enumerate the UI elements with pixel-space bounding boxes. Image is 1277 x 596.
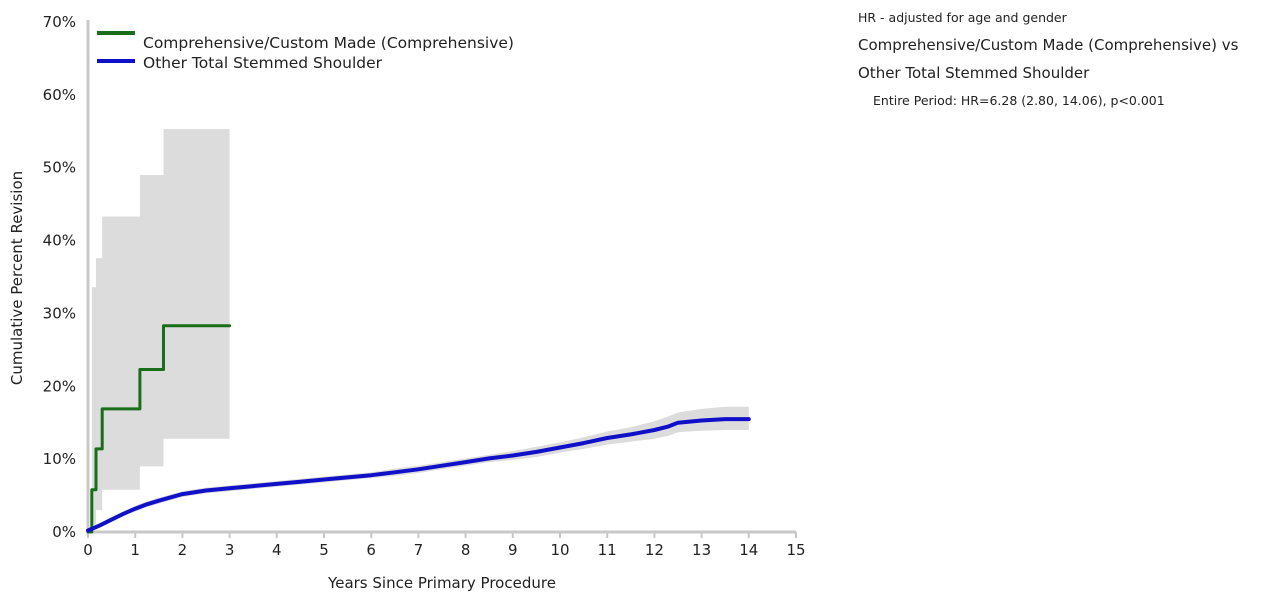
ci-band-comprehensive	[88, 129, 230, 532]
x-tick-label: 15	[786, 541, 805, 559]
x-tick-label: 0	[83, 541, 93, 559]
x-tick-label: 5	[319, 541, 329, 559]
x-tick-label: 6	[366, 541, 376, 559]
hr-title: HR - adjusted for age and gender	[858, 10, 1067, 25]
y-tick-label: 70%	[43, 13, 76, 31]
confidence-bands	[88, 129, 749, 532]
x-tick-label: 4	[272, 541, 282, 559]
legend-label-comprehensive: Comprehensive/Custom Made (Comprehensive…	[143, 34, 514, 52]
series-line-comprehensive	[86, 324, 232, 534]
x-tick-label: 9	[508, 541, 518, 559]
legend-label-other-total-stemmed: Other Total Stemmed Shoulder	[143, 54, 383, 72]
x-axis-title: Years Since Primary Procedure	[327, 574, 556, 592]
km-chart: 0 1 2 3 4 5 6 7 8 9 10 11 12 13 14 150%10%20%30%40%50%6…	[8, 13, 806, 592]
x-tick-label: 7	[414, 541, 424, 559]
x-tick-label: 3	[225, 541, 235, 559]
hr-comparison-line-2: Other Total Stemmed Shoulder	[858, 64, 1090, 82]
series-line-other-total-stemmed	[86, 417, 751, 533]
x-tick-label: 14	[739, 541, 758, 559]
hr-panel: HR - adjusted for age and gender Compreh…	[858, 10, 1268, 108]
x-tick-label: 2	[178, 541, 188, 559]
y-tick-label: 40%	[43, 232, 76, 250]
x-tick-label: 1	[130, 541, 140, 559]
x-tick-label: 12	[645, 541, 664, 559]
x-tick-label: 10	[550, 541, 569, 559]
legend: Comprehensive/Custom Made (Comprehensive…	[97, 31, 514, 72]
y-axis-title: Cumulative Percent Revision	[8, 171, 26, 385]
y-tick-label: 60%	[43, 86, 76, 104]
y-tick-label: 50%	[43, 159, 76, 177]
y-tick-label: 10%	[43, 450, 76, 468]
y-tick-label: 30%	[43, 304, 76, 322]
series-lines	[86, 324, 751, 534]
x-tick-label: 13	[692, 541, 711, 559]
x-tick-label: 11	[598, 541, 617, 559]
y-tick-label: 0%	[52, 523, 76, 541]
hr-comparison-line-1: Comprehensive/Custom Made (Comprehensive…	[858, 36, 1239, 54]
hr-entire-period: Entire Period: HR=6.28 (2.80, 14.06), p<…	[873, 93, 1165, 108]
x-tick-label: 8	[461, 541, 471, 559]
y-tick-label: 20%	[43, 377, 76, 395]
axes: 0 1 2 3 4 5 6 7 8 9 10 11 12 13 14 150%10%20%30%40%50%6…	[43, 13, 806, 559]
